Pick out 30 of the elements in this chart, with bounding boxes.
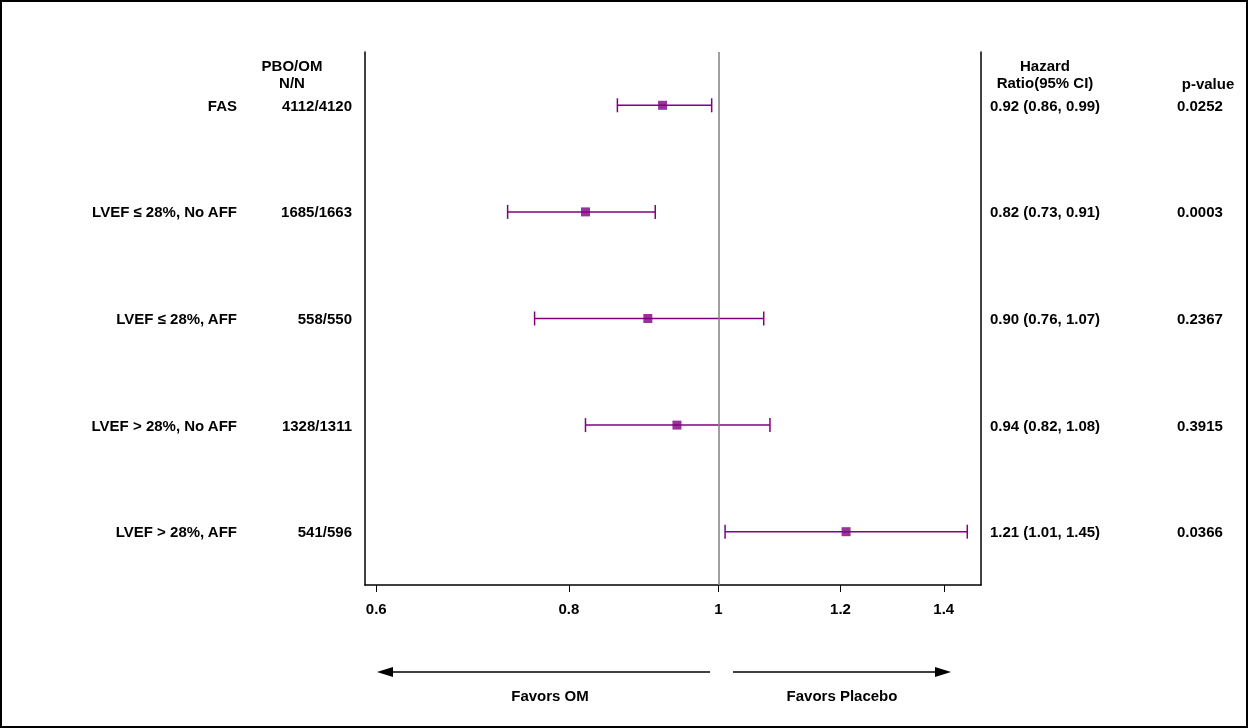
text: Favors Placebo <box>786 686 898 704</box>
data-label: 0.90 (0.76, 1.07) <box>990 310 1101 327</box>
text: PBO/OM N/N <box>261 57 323 91</box>
text: 4112/4120 <box>281 96 352 114</box>
text: 0.2367 <box>1177 310 1223 327</box>
text: p-value <box>1181 74 1235 92</box>
data-label: 0.82 (0.73, 0.91) <box>990 203 1101 221</box>
text: 1328/1311 <box>281 416 352 434</box>
x-tick-label: 1.4 <box>933 600 955 617</box>
x-tick-label: 0.8 <box>558 600 580 617</box>
text: 0.0003 <box>1177 203 1223 221</box>
x-tick-label: 1 <box>714 600 723 617</box>
y-tick-label: FAS <box>207 96 237 114</box>
text: 541/596 <box>297 523 352 541</box>
y-tick-label: LVEF ≤ 28%, AFF <box>116 310 237 327</box>
data-label: 0.94 (0.82, 1.08) <box>990 416 1101 434</box>
text: 558/550 <box>297 310 352 327</box>
y-tick-label: LVEF > 28%, No AFF <box>91 416 237 434</box>
data-label: 0.92 (0.86, 0.99) <box>990 96 1101 114</box>
text: Hazard Ratio(95% CI) <box>996 57 1094 91</box>
text: 0.3915 <box>1177 416 1223 434</box>
y-tick-label: LVEF > 28%, AFF <box>115 523 237 541</box>
y-tick-label: LVEF ≤ 28%, No AFF <box>92 203 237 221</box>
data-label: 1.21 (1.01, 1.45) <box>990 523 1101 541</box>
text: 0.0252 <box>1177 96 1223 114</box>
text: 0.0366 <box>1177 523 1223 541</box>
x-tick-label: 0.6 <box>365 600 387 617</box>
x-tick-label: 1.2 <box>830 600 851 617</box>
text: Favors OM <box>511 686 589 704</box>
text: 1685/1663 <box>281 203 352 221</box>
